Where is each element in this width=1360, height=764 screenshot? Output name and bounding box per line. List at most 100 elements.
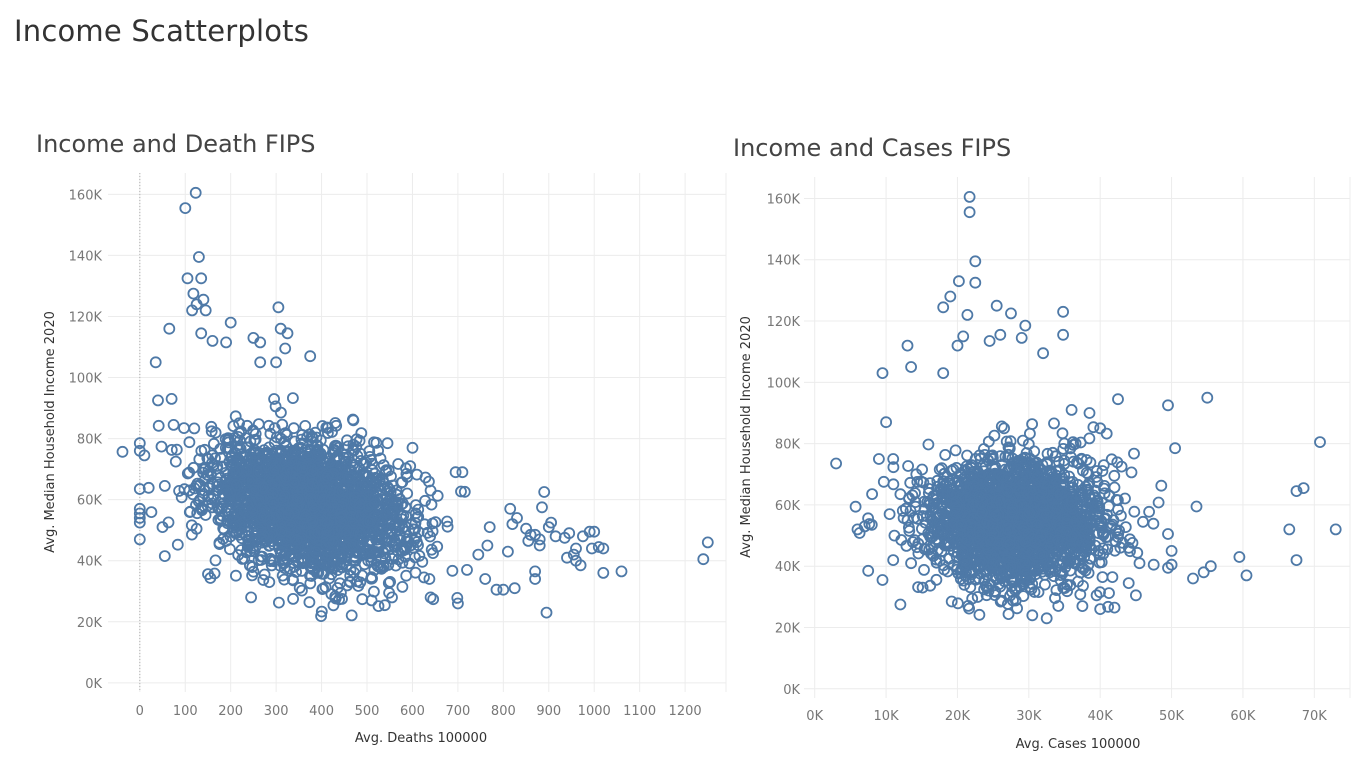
data-point[interactable]: [368, 436, 380, 449]
data-point[interactable]: [306, 477, 319, 490]
data-point[interactable]: [201, 452, 214, 465]
data-point[interactable]: [1119, 492, 1131, 505]
data-point[interactable]: [304, 569, 316, 582]
data-point[interactable]: [911, 475, 924, 488]
data-point[interactable]: [228, 473, 241, 486]
data-point[interactable]: [188, 482, 201, 495]
data-point[interactable]: [385, 536, 398, 548]
data-point[interactable]: [353, 501, 366, 514]
data-point[interactable]: [209, 426, 222, 439]
data-point[interactable]: [212, 513, 225, 526]
data-point[interactable]: [334, 515, 347, 528]
data-point[interactable]: [969, 276, 982, 289]
data-point[interactable]: [412, 510, 425, 523]
data-point[interactable]: [994, 595, 1007, 608]
data-point[interactable]: [179, 202, 192, 215]
data-point[interactable]: [455, 485, 467, 498]
data-point[interactable]: [269, 400, 282, 413]
data-point[interactable]: [230, 455, 243, 468]
data-point[interactable]: [192, 251, 205, 263]
data-point[interactable]: [403, 557, 416, 570]
data-point[interactable]: [504, 502, 517, 515]
data-point[interactable]: [1128, 447, 1140, 460]
data-point[interactable]: [998, 422, 1010, 435]
data-point[interactable]: [336, 561, 349, 574]
data-point[interactable]: [377, 561, 390, 573]
data-point[interactable]: [501, 545, 514, 558]
data-point[interactable]: [310, 551, 322, 564]
data-point[interactable]: [295, 584, 308, 597]
data-point[interactable]: [441, 515, 454, 528]
data-point[interactable]: [279, 342, 292, 355]
data-point[interactable]: [319, 472, 332, 485]
data-point[interactable]: [227, 420, 240, 433]
data-point[interactable]: [312, 527, 325, 539]
data-point[interactable]: [259, 462, 272, 475]
data-point[interactable]: [382, 577, 395, 589]
data-point[interactable]: [264, 514, 276, 527]
data-point[interactable]: [227, 457, 240, 470]
data-point[interactable]: [529, 565, 541, 578]
data-point[interactable]: [252, 494, 265, 507]
data-point[interactable]: [145, 506, 158, 518]
data-point[interactable]: [315, 610, 328, 622]
data-point[interactable]: [524, 528, 537, 541]
data-point[interactable]: [373, 475, 386, 488]
data-point[interactable]: [378, 599, 391, 612]
data-point[interactable]: [173, 484, 186, 497]
data-point[interactable]: [333, 558, 346, 571]
data-point[interactable]: [235, 544, 248, 556]
data-point[interactable]: [508, 582, 521, 595]
data-point[interactable]: [451, 597, 464, 610]
data-point[interactable]: [317, 557, 330, 569]
data-point[interactable]: [306, 514, 319, 527]
data-point[interactable]: [241, 498, 254, 511]
data-point[interactable]: [1017, 590, 1030, 602]
data-point[interactable]: [152, 394, 164, 407]
data-point[interactable]: [133, 437, 146, 450]
data-point[interactable]: [229, 569, 242, 582]
data-point[interactable]: [597, 542, 610, 555]
data-point[interactable]: [1106, 571, 1119, 583]
data-point[interactable]: [994, 450, 1007, 463]
data-point[interactable]: [187, 287, 200, 300]
data-point[interactable]: [427, 547, 439, 559]
data-point[interactable]: [294, 448, 307, 461]
data-point[interactable]: [254, 336, 267, 349]
data-point[interactable]: [916, 581, 929, 594]
data-point[interactable]: [170, 443, 183, 456]
data-point[interactable]: [1105, 453, 1118, 466]
data-point[interactable]: [412, 539, 424, 552]
data-point[interactable]: [169, 455, 182, 468]
data-point[interactable]: [267, 464, 280, 477]
data-point[interactable]: [396, 581, 409, 593]
data-point[interactable]: [416, 555, 429, 568]
data-point[interactable]: [347, 539, 360, 552]
data-point[interactable]: [224, 487, 237, 500]
data-point[interactable]: [1096, 571, 1109, 583]
data-point[interactable]: [175, 491, 188, 504]
data-point[interactable]: [404, 460, 417, 473]
data-point[interactable]: [1115, 509, 1127, 522]
data-point[interactable]: [287, 422, 300, 435]
data-point[interactable]: [304, 350, 317, 363]
data-point[interactable]: [1002, 608, 1015, 620]
data-point[interactable]: [398, 525, 411, 538]
data-point[interactable]: [421, 526, 434, 539]
data-point[interactable]: [365, 594, 378, 607]
data-point[interactable]: [270, 431, 283, 444]
data-point[interactable]: [365, 453, 378, 466]
data-point[interactable]: [1108, 469, 1121, 482]
data-point[interactable]: [257, 574, 270, 586]
data-point[interactable]: [264, 427, 277, 440]
data-point[interactable]: [273, 533, 285, 546]
data-point[interactable]: [887, 478, 900, 491]
data-point[interactable]: [142, 481, 155, 494]
data-point[interactable]: [270, 356, 283, 369]
data-point[interactable]: [133, 533, 146, 546]
data-point[interactable]: [944, 290, 957, 303]
data-point[interactable]: [304, 492, 317, 505]
data-point[interactable]: [246, 569, 259, 582]
data-point[interactable]: [567, 548, 580, 561]
data-point[interactable]: [287, 593, 300, 605]
